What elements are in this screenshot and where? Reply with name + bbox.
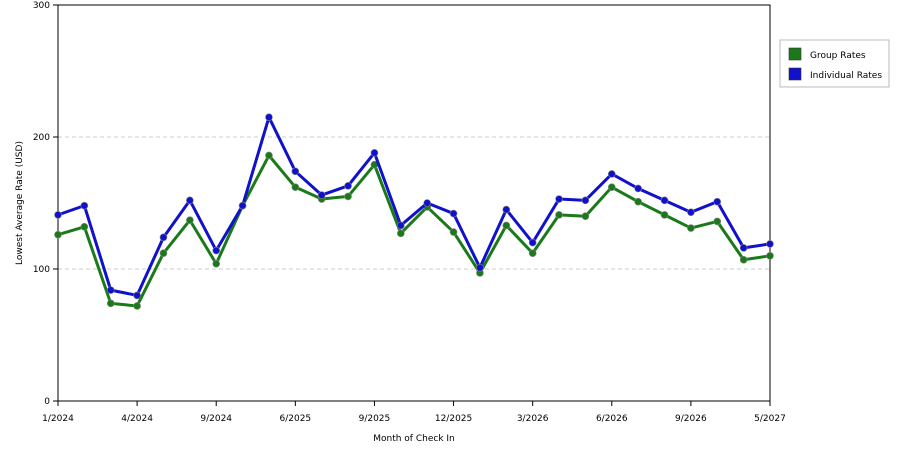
legend-swatch (788, 47, 802, 61)
y-axis-title: Lowest Average Rate (USD) (15, 141, 25, 265)
x-tick-label: 12/2025 (435, 414, 472, 424)
data-point (397, 221, 405, 230)
series-layer (54, 113, 774, 310)
legend-swatch (788, 67, 802, 81)
data-point (106, 299, 115, 308)
data-point (766, 240, 774, 248)
y-tick-label: 300 (33, 1, 50, 11)
x-tick-label: 9/2025 (359, 414, 391, 424)
data-point (397, 229, 405, 238)
series-line-group-rates (57, 153, 771, 308)
data-point (634, 197, 642, 206)
data-point (766, 252, 774, 260)
data-point (80, 201, 89, 210)
data-point (291, 183, 300, 191)
y-tick-label: 200 (33, 133, 50, 143)
data-point (370, 149, 379, 157)
data-point (159, 233, 168, 242)
data-point (212, 246, 221, 255)
data-point (186, 216, 194, 224)
data-point (212, 259, 221, 268)
data-point (713, 217, 722, 226)
data-point (344, 192, 352, 201)
data-point (739, 255, 748, 264)
data-point (713, 197, 722, 206)
data-point (291, 167, 300, 176)
data-point (265, 151, 273, 160)
data-point (660, 211, 669, 219)
data-point (54, 211, 62, 219)
data-point (449, 228, 458, 236)
data-point (54, 230, 62, 239)
data-point (502, 205, 511, 214)
x-axis-title: Month of Check In (373, 434, 455, 444)
y-tick-label: 0 (44, 397, 50, 407)
x-tick-label: 6/2026 (596, 414, 628, 424)
data-point (502, 221, 511, 230)
legend-label: Group Rates (810, 51, 866, 61)
data-point (555, 195, 563, 203)
data-point (687, 208, 695, 217)
data-point (317, 191, 326, 199)
x-axis: 1/2024 4/2024 9/2024 6/2025 9/2025 12/2025 3/2… (42, 401, 786, 424)
data-point (660, 196, 669, 205)
x-tick-label: 1/2024 (42, 414, 74, 424)
legend: Group Rates Individual Rates (779, 39, 890, 88)
x-tick-label: 4/2024 (121, 414, 153, 424)
data-point (159, 249, 168, 257)
data-point (739, 244, 748, 252)
data-point (528, 249, 537, 257)
x-tick-label: 3/2026 (517, 414, 549, 424)
data-point (344, 182, 352, 190)
y-tick-label: 100 (33, 265, 50, 275)
data-point (133, 291, 141, 300)
data-point (106, 286, 115, 294)
data-point (265, 113, 273, 121)
legend-label: Individual Rates (810, 71, 882, 81)
data-point (186, 196, 194, 205)
data-point (528, 238, 537, 247)
data-point (449, 209, 458, 218)
data-point (555, 211, 563, 219)
data-point (634, 184, 642, 193)
data-point (581, 196, 590, 205)
x-tick-label: 5/2027 (754, 414, 786, 424)
data-point (687, 224, 695, 232)
data-point (133, 302, 141, 310)
data-point (607, 183, 616, 191)
data-point (423, 199, 431, 207)
plot-area-border (57, 4, 771, 402)
data-point (80, 222, 89, 231)
data-point (476, 263, 484, 272)
y-axis: 0 100 200 300 (33, 1, 58, 407)
data-point (238, 201, 247, 210)
series-line-individual-rates (57, 115, 771, 297)
data-point (607, 170, 616, 178)
x-tick-label: 9/2024 (200, 414, 232, 424)
x-tick-label: 6/2025 (279, 414, 311, 424)
x-tick-label: 9/2026 (675, 414, 707, 424)
data-point (581, 212, 590, 220)
